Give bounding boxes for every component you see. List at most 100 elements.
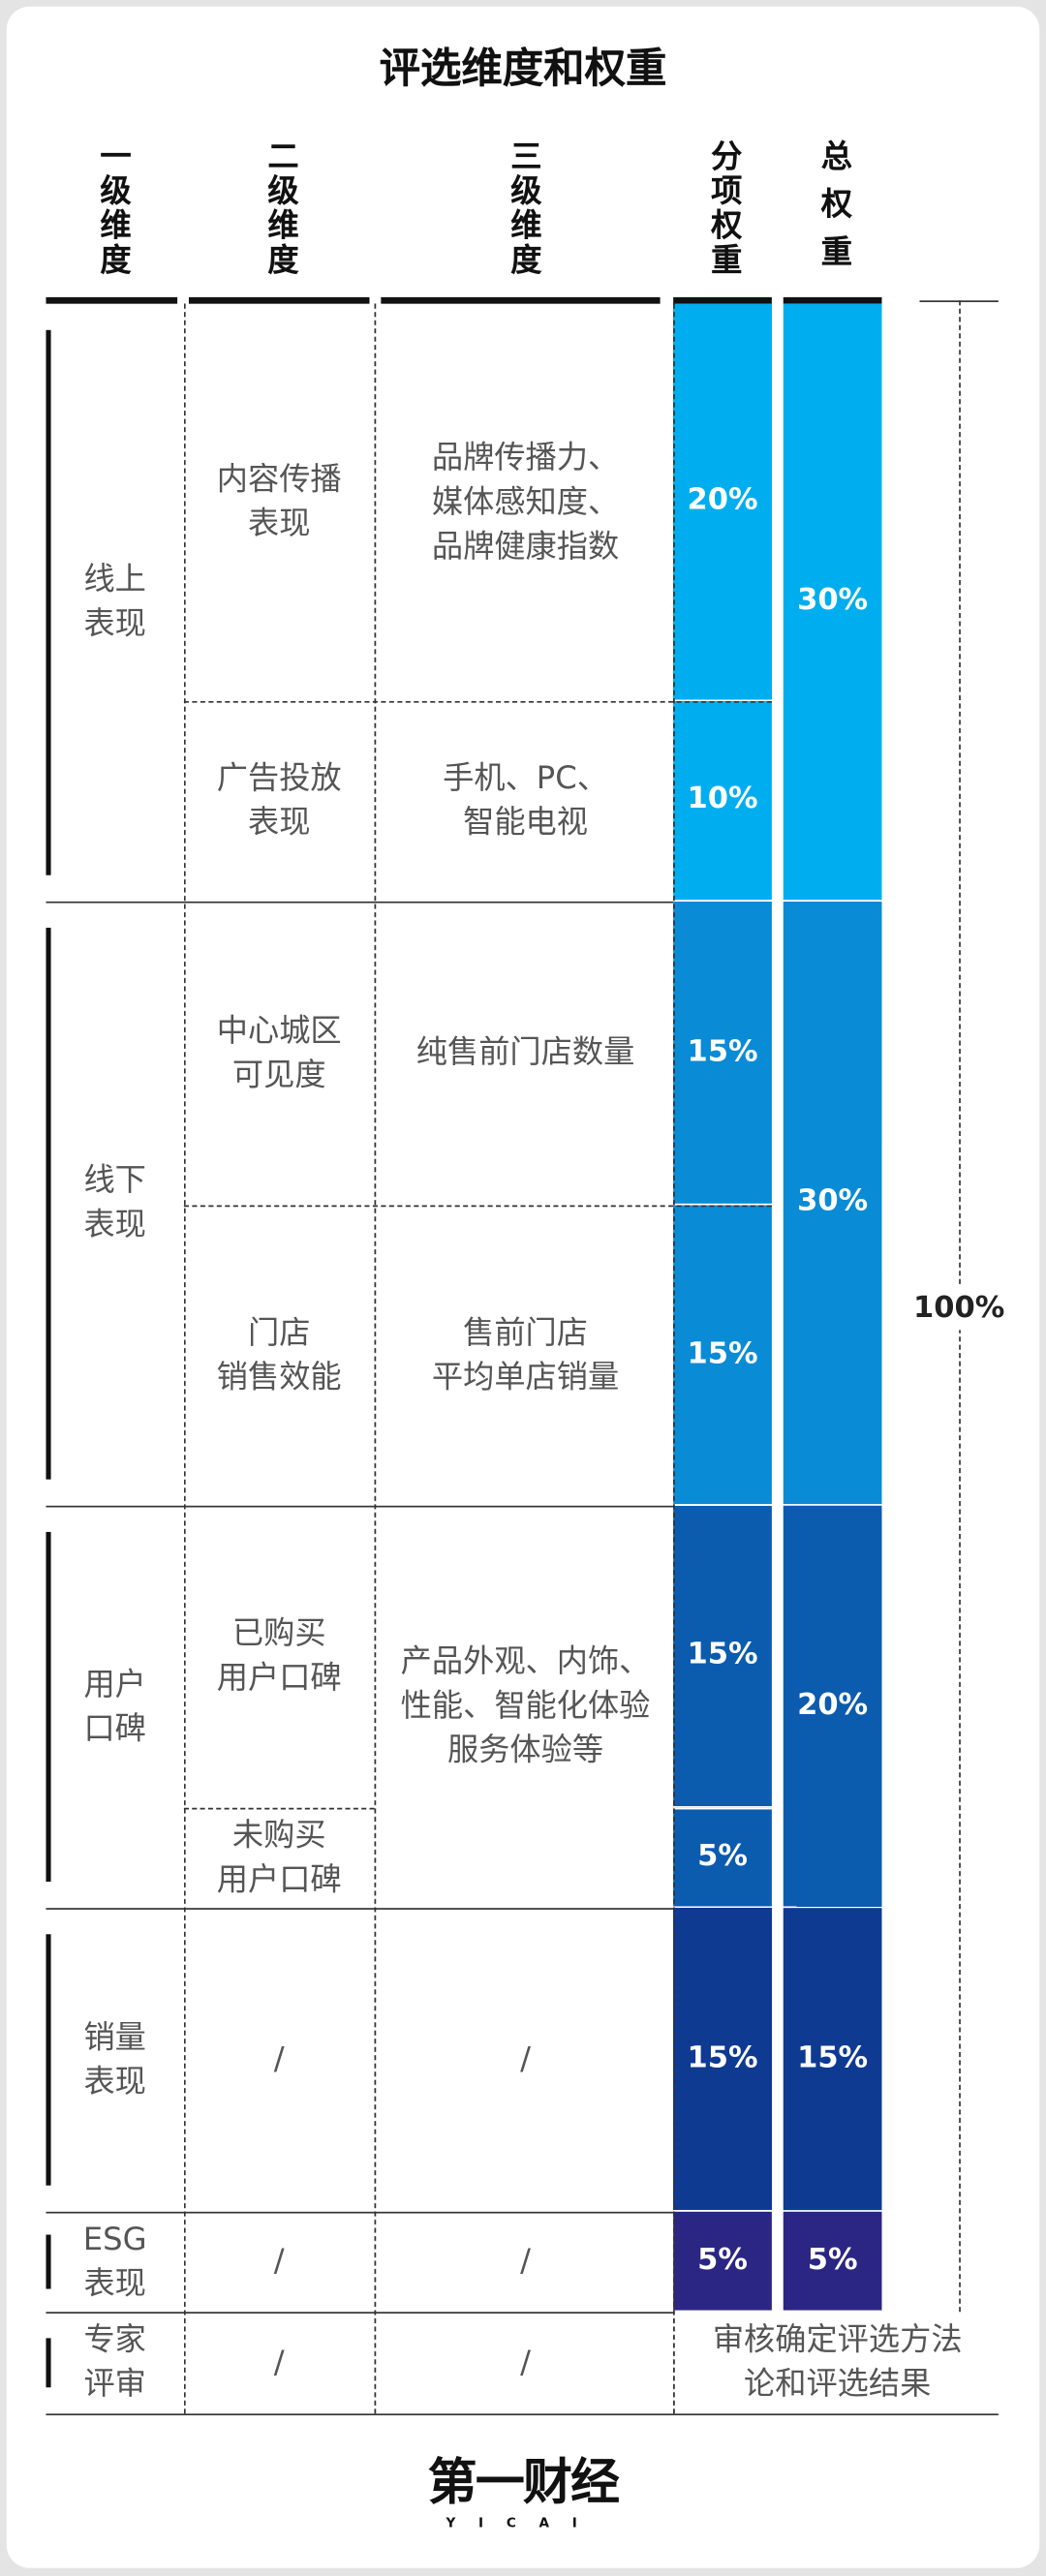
- total-cell: [783, 1505, 882, 1907]
- sub-weight: 10%: [687, 782, 758, 816]
- level2-label: 未购买: [231, 1817, 326, 1854]
- total-weight: 5%: [807, 2242, 858, 2277]
- rule: [46, 2211, 674, 2214]
- rule: [183, 1807, 375, 1810]
- weight-cell: [673, 700, 772, 901]
- level2-label: 中心城区: [216, 1012, 342, 1049]
- header-rule: [783, 296, 882, 304]
- level2-label: 已购买: [231, 1615, 326, 1652]
- weight-cell: [673, 901, 772, 1204]
- weight-cell: [673, 2211, 772, 2311]
- level2-label: 销售效能: [216, 1359, 342, 1395]
- sub-weight: 15%: [687, 1637, 758, 1672]
- level2-label: 内容传播: [216, 461, 342, 498]
- level1-label: 线下: [83, 1162, 146, 1199]
- rule: [673, 303, 675, 2414]
- rule: [374, 303, 377, 2414]
- level2-label: /: [273, 2344, 285, 2380]
- level1-label: 表现: [83, 2264, 146, 2302]
- header-rule: [188, 296, 370, 304]
- weight-cell: [673, 1908, 772, 2211]
- level1-label: 线上: [83, 561, 146, 598]
- logo-sub: YICAI: [446, 2515, 600, 2530]
- level3-label: /: [520, 2243, 531, 2280]
- rule: [46, 2413, 999, 2416]
- header-rule: [381, 296, 661, 304]
- level1-label: 表现: [83, 605, 146, 642]
- overall-weight: 100%: [903, 1285, 1015, 1331]
- level3-label: 品牌健康指数: [431, 528, 620, 565]
- column-header: 分项权重: [706, 139, 743, 278]
- level2-label: 表现: [247, 506, 311, 542]
- row-bar: [46, 2338, 51, 2388]
- weight-cell: [673, 1505, 772, 1807]
- level3-label: /: [520, 2344, 531, 2380]
- total-weight: 20%: [797, 1687, 869, 1722]
- weight-cell: [673, 1205, 772, 1505]
- weight-cell: [673, 303, 772, 700]
- header-rule: [673, 296, 772, 304]
- level1-label: 表现: [83, 1207, 146, 1243]
- expert-note: 论和评选结果: [744, 2366, 932, 2403]
- total-cell: [783, 2211, 882, 2311]
- level3-label: 智能电视: [463, 804, 588, 842]
- level1-label: 评审: [83, 2366, 146, 2403]
- level2-label: 用户口碑: [216, 1860, 342, 1898]
- level1-label: 销量: [83, 2018, 146, 2055]
- total-cell: [783, 901, 882, 1505]
- row-bar: [46, 927, 51, 1480]
- rule: [183, 1205, 772, 1208]
- level1-label: 口碑: [83, 1709, 146, 1747]
- total-cell: [783, 1908, 882, 2211]
- rule: [46, 2312, 674, 2314]
- sub-weight: 5%: [697, 1838, 748, 1873]
- level3-label: 平均单店销量: [431, 1359, 620, 1395]
- rule: [673, 1807, 772, 1810]
- rule: [183, 303, 186, 2414]
- expert-note: 审核确定评选方法: [712, 2321, 963, 2358]
- level2-label: 可见度: [231, 1057, 326, 1093]
- title: 评选维度和权重: [379, 44, 667, 92]
- sub-weight: 15%: [687, 1335, 758, 1370]
- total-weight: 15%: [797, 2039, 869, 2075]
- level3-label: 产品外观、内饰、: [400, 1643, 651, 1680]
- level2-label: 门店: [247, 1314, 311, 1351]
- level2-label: /: [273, 2040, 285, 2077]
- column-header: 总权重: [815, 139, 852, 283]
- level2-label: 表现: [247, 804, 311, 842]
- level3-label: 服务体验等: [446, 1732, 604, 1769]
- level3-label: 性能、智能化体验: [400, 1687, 651, 1725]
- level2-label: /: [273, 2243, 285, 2280]
- level3-label: /: [520, 2040, 531, 2077]
- sub-weight: 5%: [697, 2242, 748, 2277]
- level1-label: 表现: [83, 2063, 146, 2100]
- level2-label: 用户口碑: [216, 1660, 342, 1697]
- total-weight: 30%: [797, 582, 869, 618]
- logo: 第一财经: [427, 2454, 620, 2513]
- level1-label: 用户: [83, 1666, 146, 1702]
- row-bar: [46, 2234, 51, 2289]
- level3-label: 媒体感知度、: [431, 483, 620, 520]
- weight-cell: [673, 1807, 772, 1907]
- level1-label: 专家: [83, 2321, 146, 2358]
- row-bar: [46, 329, 51, 875]
- level2-label: 广告投放: [216, 760, 342, 797]
- row-bar: [46, 1531, 51, 1883]
- row-bar: [46, 1934, 51, 2186]
- total-weight: 30%: [797, 1183, 869, 1219]
- column-header: 一级维度: [95, 139, 132, 278]
- level3-label: 纯售前门店数量: [415, 1034, 635, 1071]
- level3-label: 品牌传播力、: [431, 439, 620, 475]
- sub-weight: 15%: [687, 2039, 758, 2075]
- sub-weight: 15%: [687, 1033, 758, 1068]
- rule: [46, 901, 674, 904]
- header-rule: [46, 296, 178, 304]
- total-cell: [783, 303, 882, 901]
- sub-weight: 20%: [687, 482, 758, 518]
- column-header: 三级维度: [506, 139, 542, 278]
- level3-label: 售前门店: [463, 1314, 588, 1351]
- level3-label: 手机、PC、: [443, 760, 608, 797]
- rule: [46, 1505, 674, 1508]
- rule: [46, 1908, 674, 1910]
